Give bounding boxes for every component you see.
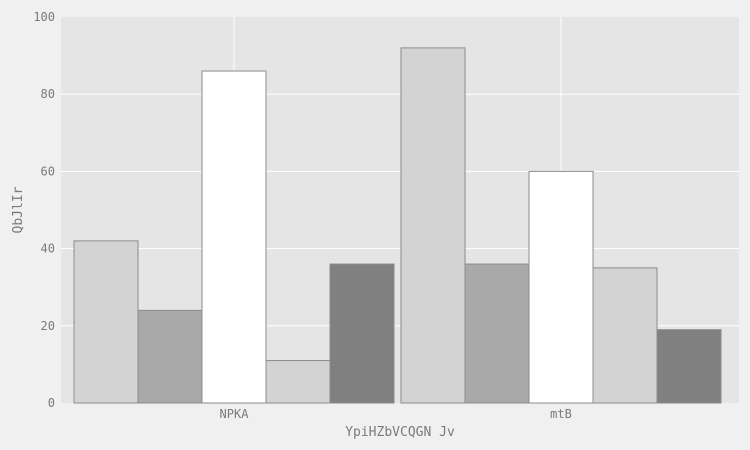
bar-mtb-series-1	[400, 47, 466, 404]
bar-mtb-series-5	[656, 329, 722, 404]
y-tick-label: 40	[41, 242, 55, 256]
y-tick-label: 80	[41, 87, 55, 101]
bar-mtb-series-4	[592, 267, 658, 404]
bar-npka-series-3	[201, 70, 267, 404]
bar-npka-series-2	[137, 309, 203, 404]
x-axis-title: YpiHZbVCQGN Jv	[345, 425, 455, 440]
bar-mtb-series-2	[464, 263, 530, 404]
y-tick-label: 20	[41, 319, 55, 333]
bar-npka-series-4	[265, 360, 331, 404]
bar-npka-series-5	[329, 263, 395, 404]
y-tick-label: 0	[48, 396, 55, 410]
x-axis-ticks: NPKA mtB	[220, 407, 572, 421]
y-tick-label: 100	[33, 10, 55, 24]
y-tick-label: 60	[41, 164, 55, 178]
y-axis-ticks: 0 20 40 60 80 100	[33, 10, 55, 410]
y-axis-title: QbJlIr	[11, 186, 26, 233]
x-tick-label: NPKA	[220, 407, 250, 421]
bar-mtb-series-3	[528, 170, 594, 404]
x-tick-label: mtB	[550, 407, 572, 421]
bars	[73, 47, 722, 404]
bar-npka-series-1	[73, 240, 139, 404]
